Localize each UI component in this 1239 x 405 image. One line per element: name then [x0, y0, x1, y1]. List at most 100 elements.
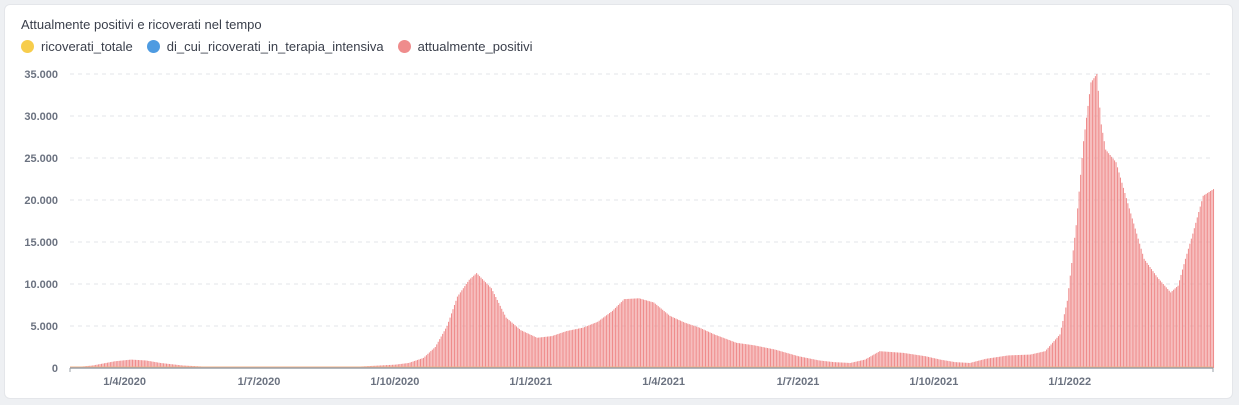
bar[interactable]	[616, 306, 618, 368]
bar[interactable]	[682, 321, 684, 368]
bar[interactable]	[1208, 191, 1210, 368]
bar[interactable]	[121, 360, 123, 368]
bar[interactable]	[112, 361, 114, 368]
bar[interactable]	[1050, 344, 1052, 368]
bar[interactable]	[176, 364, 178, 368]
bar[interactable]	[1186, 253, 1188, 368]
bar[interactable]	[650, 301, 652, 368]
bar[interactable]	[1023, 354, 1026, 368]
bar[interactable]	[440, 336, 442, 369]
bar[interactable]	[747, 344, 749, 368]
bar[interactable]	[1139, 243, 1141, 368]
bar[interactable]	[1094, 76, 1096, 368]
bar[interactable]	[815, 359, 817, 368]
bar[interactable]	[925, 356, 927, 368]
bar[interactable]	[1119, 177, 1121, 368]
bar[interactable]	[705, 330, 707, 368]
bar[interactable]	[514, 325, 516, 368]
bar[interactable]	[1108, 153, 1110, 368]
bar[interactable]	[408, 362, 410, 368]
bar[interactable]	[663, 311, 665, 368]
bar[interactable]	[1118, 172, 1120, 368]
bar[interactable]	[830, 361, 832, 368]
bar[interactable]	[586, 325, 588, 368]
bar[interactable]	[151, 361, 153, 368]
bar[interactable]	[981, 359, 983, 368]
bar[interactable]	[127, 359, 129, 368]
bar[interactable]	[642, 299, 645, 368]
bar[interactable]	[834, 362, 836, 368]
bar[interactable]	[628, 298, 630, 368]
bar[interactable]	[851, 362, 853, 368]
bar[interactable]	[400, 363, 402, 368]
bar[interactable]	[1019, 354, 1021, 368]
bar[interactable]	[430, 351, 432, 368]
bar[interactable]	[942, 360, 944, 368]
bar[interactable]	[505, 317, 507, 368]
bar[interactable]	[634, 298, 636, 368]
bar[interactable]	[1127, 203, 1129, 368]
bar[interactable]	[585, 326, 587, 368]
bar[interactable]	[490, 288, 492, 368]
bar[interactable]	[641, 299, 643, 368]
bar[interactable]	[809, 358, 811, 368]
bar[interactable]	[1074, 237, 1076, 368]
bar[interactable]	[938, 359, 940, 368]
bar[interactable]	[736, 342, 738, 368]
bar[interactable]	[507, 318, 509, 368]
bar[interactable]	[1072, 250, 1074, 368]
bar[interactable]	[539, 337, 541, 368]
bar[interactable]	[1171, 291, 1173, 368]
bar[interactable]	[765, 347, 767, 368]
bar[interactable]	[712, 333, 714, 368]
legend-item-terapia-intensiva[interactable]: di_cui_ricoverati_in_terapia_intensiva	[146, 39, 384, 54]
bar[interactable]	[626, 298, 628, 368]
bar[interactable]	[1196, 217, 1198, 368]
bar[interactable]	[707, 331, 709, 368]
bar[interactable]	[972, 362, 974, 368]
bar[interactable]	[424, 356, 426, 368]
bar[interactable]	[774, 349, 776, 368]
bar[interactable]	[1202, 195, 1204, 368]
bar[interactable]	[427, 353, 429, 368]
bar[interactable]	[560, 333, 562, 368]
bar[interactable]	[790, 354, 792, 368]
bar[interactable]	[1146, 262, 1148, 368]
bar[interactable]	[715, 334, 717, 368]
bar[interactable]	[496, 299, 498, 368]
bar[interactable]	[583, 327, 585, 368]
bar[interactable]	[1192, 233, 1194, 368]
bar[interactable]	[393, 364, 395, 368]
bar[interactable]	[1168, 290, 1170, 368]
bar[interactable]	[467, 281, 469, 368]
bar[interactable]	[588, 325, 590, 368]
bar[interactable]	[412, 361, 414, 368]
bar[interactable]	[814, 359, 816, 368]
bar[interactable]	[154, 361, 156, 368]
bar[interactable]	[894, 352, 896, 368]
bar[interactable]	[1040, 352, 1042, 368]
bar[interactable]	[1111, 156, 1113, 368]
bar[interactable]	[1115, 162, 1117, 368]
bar[interactable]	[953, 361, 955, 368]
bar[interactable]	[1090, 82, 1092, 369]
bar[interactable]	[786, 352, 788, 368]
bar[interactable]	[1029, 354, 1031, 368]
bar[interactable]	[554, 335, 556, 368]
bar[interactable]	[907, 353, 909, 368]
bar[interactable]	[499, 305, 501, 368]
bar[interactable]	[1034, 353, 1036, 368]
bar[interactable]	[767, 348, 769, 368]
bar[interactable]	[428, 352, 430, 368]
bar[interactable]	[160, 362, 162, 368]
bar[interactable]	[1164, 285, 1166, 368]
bar[interactable]	[1100, 124, 1102, 369]
bar[interactable]	[728, 340, 730, 368]
bar[interactable]	[513, 323, 515, 368]
bar[interactable]	[861, 360, 863, 368]
bar[interactable]	[832, 361, 834, 368]
bar[interactable]	[793, 354, 795, 368]
bar[interactable]	[888, 351, 890, 368]
bar[interactable]	[956, 362, 958, 368]
bar[interactable]	[1159, 280, 1161, 368]
